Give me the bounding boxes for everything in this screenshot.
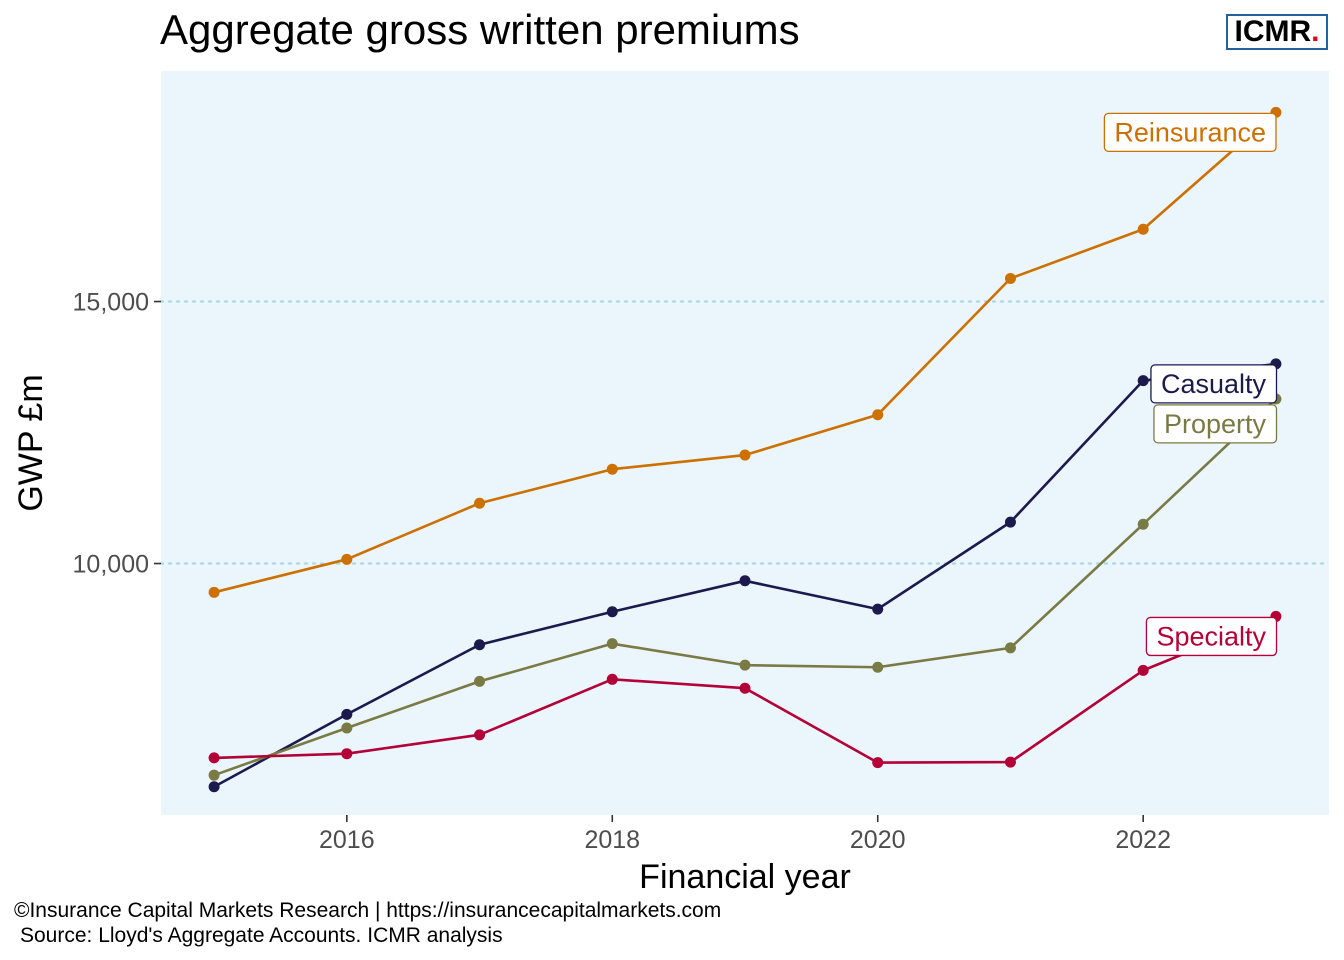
casualty-point — [1004, 516, 1016, 528]
property-point — [208, 769, 220, 781]
reinsurance-point — [1004, 272, 1016, 284]
specialty-label-text: Specialty — [1156, 621, 1266, 651]
y-tick-label: 10,000 — [73, 551, 149, 579]
casualty-label-text: Casualty — [1161, 369, 1267, 399]
property-point — [739, 659, 751, 671]
gridlines — [159, 300, 1331, 565]
specialty-point — [341, 748, 353, 760]
property-point — [606, 638, 618, 650]
reinsurance-label-box — [1103, 112, 1277, 153]
reinsurance-point — [739, 449, 751, 461]
property-label: Property — [1153, 404, 1278, 444]
casualty-point — [872, 603, 884, 615]
reinsurance-point — [341, 553, 353, 565]
property-label-text: Property — [1164, 409, 1267, 439]
reinsurance-point — [606, 463, 618, 475]
reinsurance-point — [208, 586, 220, 598]
casualty-point — [606, 606, 618, 618]
specialty-point — [872, 757, 884, 769]
reinsurance-point — [1137, 223, 1149, 235]
x-tick-label: 2020 — [850, 826, 906, 854]
logo-dot: . — [1311, 15, 1320, 48]
logo-text: ICMR — [1234, 15, 1312, 48]
plot-panel — [161, 71, 1329, 815]
casualty-point — [474, 639, 486, 651]
icmr-logo: ICMR. — [1226, 14, 1328, 50]
series-labels: Reinsurance Casualty Property Specialty — [1103, 112, 1278, 657]
property-point — [872, 661, 884, 673]
y-axis-title: GWP £m — [12, 374, 50, 511]
series-lines — [208, 106, 1282, 793]
specialty-point — [739, 682, 751, 694]
specialty-label-box — [1145, 616, 1278, 657]
property-point — [341, 722, 353, 734]
casualty-label: Casualty — [1150, 364, 1278, 404]
chart-title: Aggregate gross written premiums — [160, 6, 800, 53]
specialty-point — [474, 729, 486, 741]
axes: 10,000 15,000 2016 2018 2020 2022 — [73, 289, 1171, 854]
x-axis-title: Financial year — [639, 858, 851, 896]
property-label-box — [1153, 404, 1278, 444]
specialty-point — [1004, 756, 1016, 768]
footer-credit: ©Insurance Capital Markets Research | ht… — [14, 899, 722, 922]
casualty-point — [739, 575, 751, 587]
specialty-point — [1137, 664, 1149, 676]
x-tick-label: 2016 — [319, 826, 375, 854]
casualty-point — [1137, 375, 1149, 387]
property-point — [1004, 642, 1016, 654]
reinsurance-point — [872, 409, 884, 421]
specialty-label: Specialty — [1145, 616, 1278, 657]
reinsurance-label: Reinsurance — [1103, 112, 1277, 153]
specialty-point — [606, 673, 618, 685]
casualty-point — [341, 708, 353, 720]
reinsurance-point — [474, 497, 486, 509]
footer-source: Source: Lloyd's Aggregate Accounts. ICMR… — [20, 924, 503, 947]
x-tick-label: 2018 — [584, 826, 640, 854]
y-tick-label: 15,000 — [73, 289, 149, 317]
x-tick-label: 2022 — [1115, 826, 1171, 854]
property-point — [1137, 518, 1149, 530]
casualty-label-box — [1150, 364, 1278, 404]
specialty-point — [208, 752, 220, 764]
reinsurance-label-text: Reinsurance — [1114, 117, 1266, 147]
property-point — [474, 675, 486, 687]
casualty-point — [208, 781, 220, 793]
